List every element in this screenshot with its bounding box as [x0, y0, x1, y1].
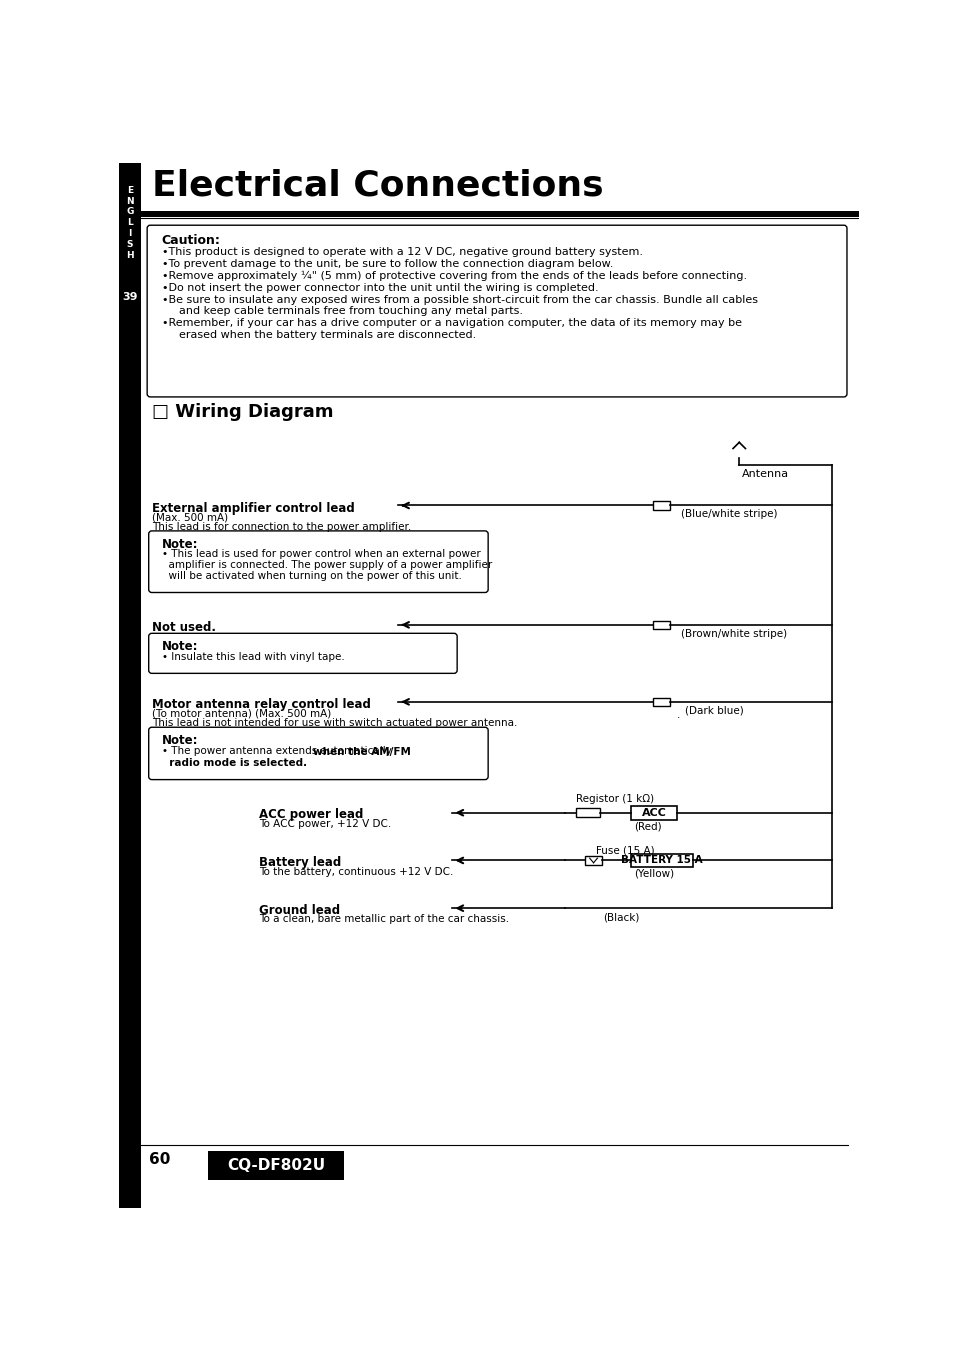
- Text: To ACC power, +12 V DC.: To ACC power, +12 V DC.: [258, 818, 391, 829]
- Text: • This lead is used for power control when an external power: • This lead is used for power control wh…: [162, 550, 480, 559]
- Text: N: N: [126, 197, 133, 206]
- FancyBboxPatch shape: [147, 225, 846, 396]
- Text: (Yellow): (Yellow): [634, 868, 674, 879]
- Text: External amplifier control lead: External amplifier control lead: [152, 502, 355, 514]
- Text: G: G: [127, 208, 133, 217]
- Text: Note:: Note:: [162, 641, 198, 653]
- FancyBboxPatch shape: [653, 501, 670, 510]
- Text: •Be sure to insulate any exposed wires from a possible short-circuit from the ca: •Be sure to insulate any exposed wires f…: [162, 294, 757, 304]
- Text: S: S: [127, 240, 133, 248]
- FancyBboxPatch shape: [653, 620, 670, 630]
- Text: (Red): (Red): [634, 821, 661, 832]
- Text: Registor (1 kΩ): Registor (1 kΩ): [576, 794, 654, 805]
- Text: radio mode is selected.: radio mode is selected.: [162, 759, 307, 768]
- Text: (Max. 500 mA): (Max. 500 mA): [152, 513, 228, 522]
- Text: To a clean, bare metallic part of the car chassis.: To a clean, bare metallic part of the ca…: [258, 915, 508, 924]
- Text: This lead is not intended for use with switch actuated power antenna.: This lead is not intended for use with s…: [152, 718, 517, 727]
- FancyBboxPatch shape: [584, 856, 601, 864]
- Text: 60: 60: [149, 1152, 170, 1167]
- FancyBboxPatch shape: [208, 1151, 344, 1181]
- FancyBboxPatch shape: [576, 809, 599, 817]
- Text: (Dark blue): (Dark blue): [684, 706, 743, 715]
- FancyBboxPatch shape: [630, 854, 692, 867]
- FancyBboxPatch shape: [630, 806, 677, 820]
- Text: amplifier is connected. The power supply of a power amplifier: amplifier is connected. The power supply…: [162, 560, 492, 570]
- FancyBboxPatch shape: [149, 727, 488, 780]
- Text: Fuse (15 A): Fuse (15 A): [596, 845, 654, 855]
- Text: Not used.: Not used.: [152, 622, 215, 634]
- Text: (Blue/white stripe): (Blue/white stripe): [680, 509, 777, 520]
- Text: BATTERY 15 A: BATTERY 15 A: [620, 855, 701, 866]
- Text: Motor antenna relay control lead: Motor antenna relay control lead: [152, 697, 371, 711]
- Text: 39: 39: [122, 292, 137, 303]
- Text: • Insulate this lead with vinyl tape.: • Insulate this lead with vinyl tape.: [162, 651, 344, 662]
- Text: .: .: [677, 710, 683, 719]
- Text: will be activated when turning on the power of this unit.: will be activated when turning on the po…: [162, 571, 461, 581]
- Text: Note:: Note:: [162, 734, 198, 748]
- Text: •To prevent damage to the unit, be sure to follow the connection diagram below.: •To prevent damage to the unit, be sure …: [162, 259, 613, 269]
- Text: (Black): (Black): [603, 912, 639, 921]
- Text: E: E: [127, 186, 133, 195]
- Text: H: H: [126, 251, 133, 259]
- Text: • The power antenna extends automatically: • The power antenna extends automaticall…: [162, 746, 395, 756]
- Text: (Brown/white stripe): (Brown/white stripe): [680, 628, 786, 639]
- Text: Electrical Connections: Electrical Connections: [152, 170, 603, 204]
- Text: Ground lead: Ground lead: [258, 904, 339, 916]
- Text: •Remove approximately ¼" (5 mm) of protective covering from the ends of the lead: •Remove approximately ¼" (5 mm) of prote…: [162, 270, 746, 281]
- Text: •Remember, if your car has a drive computer or a navigation computer, the data o: •Remember, if your car has a drive compu…: [162, 319, 741, 328]
- Text: Caution:: Caution:: [162, 235, 220, 247]
- Text: □ Wiring Diagram: □ Wiring Diagram: [152, 403, 333, 421]
- FancyBboxPatch shape: [149, 531, 488, 593]
- Text: Note:: Note:: [162, 537, 198, 551]
- FancyBboxPatch shape: [141, 210, 858, 217]
- Text: ACC power lead: ACC power lead: [258, 809, 363, 821]
- FancyBboxPatch shape: [149, 634, 456, 673]
- Text: I: I: [129, 229, 132, 237]
- FancyBboxPatch shape: [653, 697, 670, 706]
- Text: Antenna: Antenna: [741, 468, 789, 479]
- Text: and keep cable terminals free from touching any metal parts.: and keep cable terminals free from touch…: [172, 307, 522, 316]
- Text: CQ-DF802U: CQ-DF802U: [227, 1158, 325, 1172]
- Text: erased when the battery terminals are disconnected.: erased when the battery terminals are di…: [172, 330, 476, 341]
- Text: •This product is designed to operate with a 12 V DC, negative ground battery sys: •This product is designed to operate wit…: [162, 247, 642, 256]
- Text: ACC: ACC: [640, 807, 666, 818]
- Text: Battery lead: Battery lead: [258, 856, 340, 868]
- Text: To the battery, continuous +12 V DC.: To the battery, continuous +12 V DC.: [258, 867, 453, 877]
- FancyBboxPatch shape: [119, 163, 141, 1208]
- Text: This lead is for connection to the power amplifier.: This lead is for connection to the power…: [152, 521, 411, 532]
- Text: (To motor antenna) (Max. 500 mA): (To motor antenna) (Max. 500 mA): [152, 708, 331, 719]
- Text: •Do not insert the power connector into the unit until the wiring is completed.: •Do not insert the power connector into …: [162, 282, 598, 293]
- Text: L: L: [127, 218, 132, 227]
- Text: when the AM/FM: when the AM/FM: [313, 746, 411, 756]
